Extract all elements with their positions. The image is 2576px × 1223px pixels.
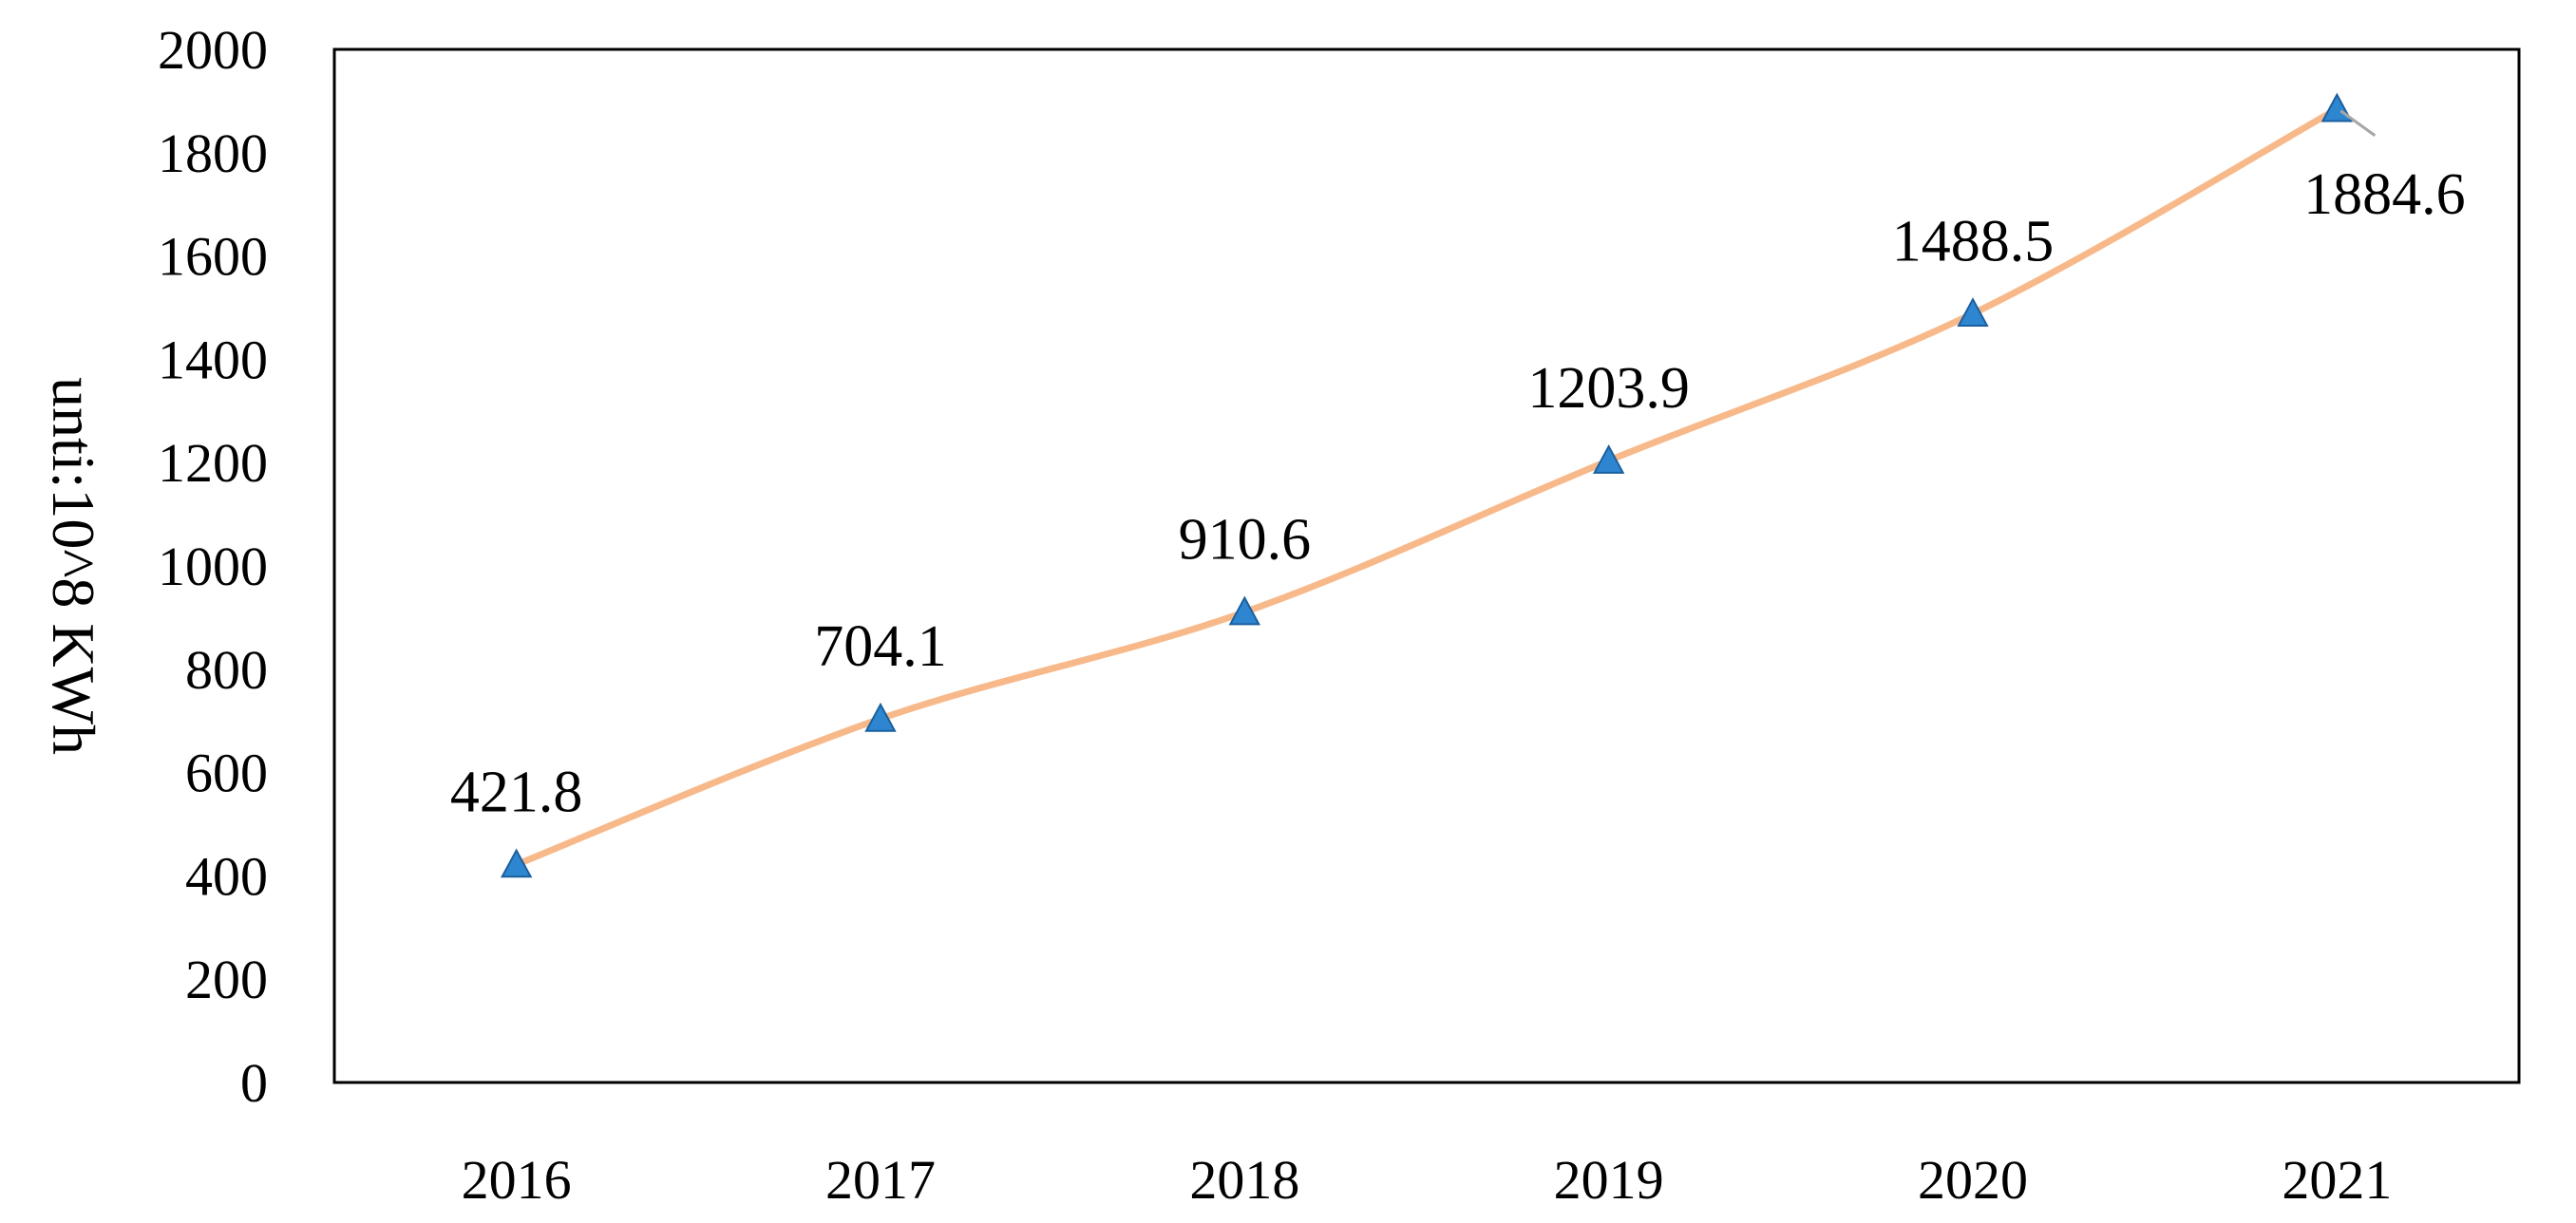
series-line-group	[513, 105, 2340, 869]
data-label: 1884.6	[2303, 162, 2466, 227]
y-tick-label: 800	[185, 639, 268, 701]
series-markers	[500, 92, 2354, 878]
plot-area-frame	[332, 47, 2521, 1084]
data-label-leader-line	[2339, 109, 2377, 137]
data-point-marker	[1957, 297, 1989, 328]
y-axis-title: unti:10^8 KWh	[40, 377, 107, 755]
y-tick-label: 1600	[158, 226, 268, 288]
data-label: 910.6	[1179, 508, 1312, 573]
y-tick-label: 1400	[158, 329, 268, 390]
data-labels: 421.8 704.1 910.6 1203.9 1488.5 1884.6	[450, 109, 2466, 825]
y-tick-label: 200	[185, 949, 268, 1010]
data-label: 704.1	[814, 614, 947, 679]
y-tick-label: 1000	[158, 536, 268, 597]
y-tick-label: 600	[185, 743, 268, 804]
y-tick-label: 400	[185, 845, 268, 907]
x-tick-label: 2019	[1554, 1149, 1664, 1211]
x-tick-label: 2020	[1918, 1149, 2028, 1211]
x-tick-label: 2016	[462, 1149, 572, 1211]
data-point-marker	[1592, 443, 1625, 474]
y-tick-label: 2000	[158, 19, 268, 81]
data-point-marker	[1228, 595, 1261, 626]
x-tick-label: 2018	[1189, 1149, 1299, 1211]
data-point-marker	[500, 848, 533, 878]
x-tick-label: 2017	[825, 1149, 936, 1211]
data-label: 421.8	[450, 761, 583, 825]
series-line	[513, 105, 2340, 869]
y-axis-ticks: 0 200 400 600 800 1000 1200 1400 1600 1800 2000	[158, 19, 268, 1114]
y-tick-label: 1800	[158, 122, 268, 184]
x-axis-ticks: 2016 2017 2018 2019 2020 2021	[462, 1149, 2393, 1211]
y-tick-label: 0	[240, 1052, 268, 1114]
x-tick-label: 2021	[2282, 1149, 2392, 1211]
y-tick-label: 1200	[158, 432, 268, 494]
data-label: 1203.9	[1527, 356, 1690, 421]
data-label: 1488.5	[1892, 209, 2055, 273]
data-point-marker	[2320, 92, 2354, 122]
data-point-marker	[864, 702, 897, 732]
